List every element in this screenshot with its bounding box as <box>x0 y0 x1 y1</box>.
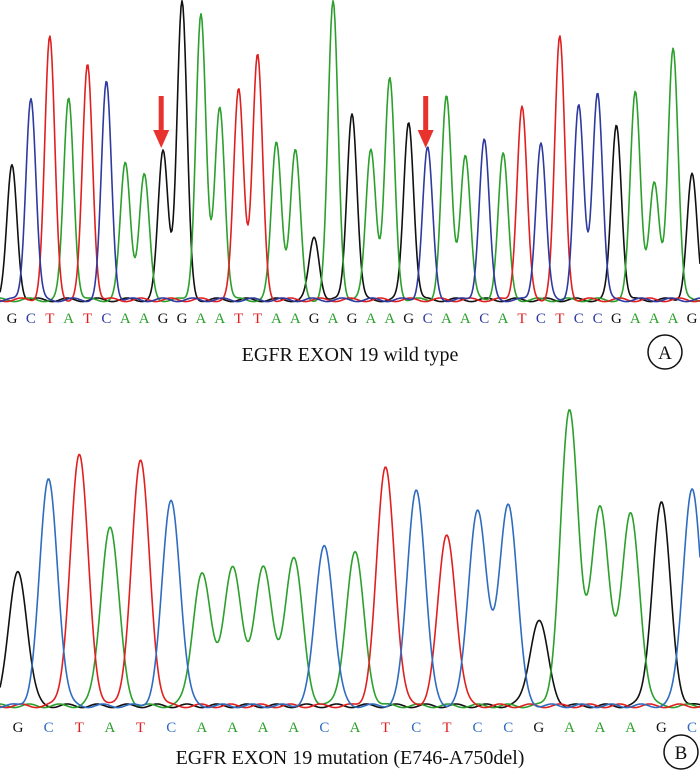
base-call-letter: C <box>26 311 36 327</box>
base-call-letter: G <box>611 311 622 327</box>
mutation-arrows <box>153 96 434 148</box>
base-call-letter: A <box>384 311 395 327</box>
base-call-letter: T <box>83 311 92 327</box>
base-call-letter: C <box>423 311 433 327</box>
base-call-letter: G <box>309 311 320 327</box>
base-call-letter: A <box>365 311 376 327</box>
base-call-letter: A <box>196 720 207 736</box>
base-call-letter: A <box>227 720 238 736</box>
base-call-letter: A <box>498 311 509 327</box>
base-call-letter: G <box>403 311 414 327</box>
base-call-letter: C <box>593 311 603 327</box>
base-call-letter: A <box>290 311 301 327</box>
base-call-letter: A <box>104 720 115 736</box>
panel-b-badge: B <box>663 734 699 770</box>
base-call-letter: T <box>136 720 145 736</box>
base-call-letter: A <box>120 311 131 327</box>
base-call-letter: A <box>258 720 269 736</box>
base-call-letter: A <box>564 720 575 736</box>
base-call-letter: T <box>45 311 54 327</box>
base-call-letter: A <box>63 311 74 327</box>
base-call-letter: G <box>13 720 24 736</box>
base-call-letter: C <box>319 720 329 736</box>
base-call-letter: G <box>158 311 169 327</box>
trace-group-a <box>0 0 700 303</box>
base-call-letter: A <box>649 311 660 327</box>
base-call-letter: C <box>574 311 584 327</box>
base-call-letter: G <box>177 311 188 327</box>
base-call-letter: T <box>517 311 526 327</box>
base-call-letter: C <box>166 720 176 736</box>
base-call-letter: T <box>381 720 390 736</box>
base-call-letter: A <box>668 311 679 327</box>
base-call-letter: A <box>630 311 641 327</box>
base-call-letter: C <box>479 311 489 327</box>
trace-a <box>0 0 700 303</box>
base-call-letter: C <box>44 720 54 736</box>
base-call-letter: A <box>460 311 471 327</box>
base-call-letter: C <box>503 720 513 736</box>
base-call-letter: A <box>288 720 299 736</box>
trace-c <box>0 80 700 303</box>
base-call-letter: A <box>595 720 606 736</box>
base-call-letter: A <box>328 311 339 327</box>
trace-group-b <box>0 409 700 709</box>
base-call-letter: A <box>441 311 452 327</box>
base-call-letter: A <box>271 311 282 327</box>
base-call-letter: A <box>195 311 206 327</box>
base-call-letter: T <box>442 720 451 736</box>
trace-g <box>0 0 700 303</box>
base-call-letter: T <box>555 311 564 327</box>
base-call-letter: C <box>536 311 546 327</box>
base-call-letter: C <box>687 720 697 736</box>
mutation-arrow <box>153 96 170 148</box>
base-call-letter: C <box>101 311 111 327</box>
panel-a-badge-circle <box>647 334 683 370</box>
base-call-letter: A <box>214 311 225 327</box>
panel-b-badge-circle <box>663 734 699 770</box>
base-call-letter: A <box>139 311 150 327</box>
trace-a <box>0 409 700 709</box>
mutation-arrow <box>417 96 434 148</box>
base-call-letter: C <box>411 720 421 736</box>
base-call-letter: G <box>7 311 18 327</box>
base-call-letter: T <box>253 311 262 327</box>
panel-a-badge: A <box>647 334 683 370</box>
base-call-letter: T <box>234 311 243 327</box>
panel-a-badge-label: A <box>658 343 672 364</box>
base-call-letter: T <box>75 720 84 736</box>
base-call-letter: A <box>350 720 361 736</box>
base-call-letter: G <box>656 720 667 736</box>
panel-b-caption: EGFR EXON 19 mutation (E746-A750del) <box>176 747 525 769</box>
trace-t <box>0 35 700 303</box>
base-call-letter: G <box>533 720 544 736</box>
base-call-letter: G <box>687 311 698 327</box>
panel-b-badge-label: B <box>675 743 688 764</box>
chromatogram-panel-b: G C T A T C A A A A C A T C T C C G A A A G C EGFR EXON 19 mut… <box>0 409 700 770</box>
base-call-letter: G <box>347 311 358 327</box>
panel-a-caption: EGFR EXON 19 wild type <box>242 344 459 366</box>
base-call-letter: C <box>472 720 482 736</box>
trace-c <box>0 478 700 709</box>
base-call-letter: A <box>625 720 636 736</box>
